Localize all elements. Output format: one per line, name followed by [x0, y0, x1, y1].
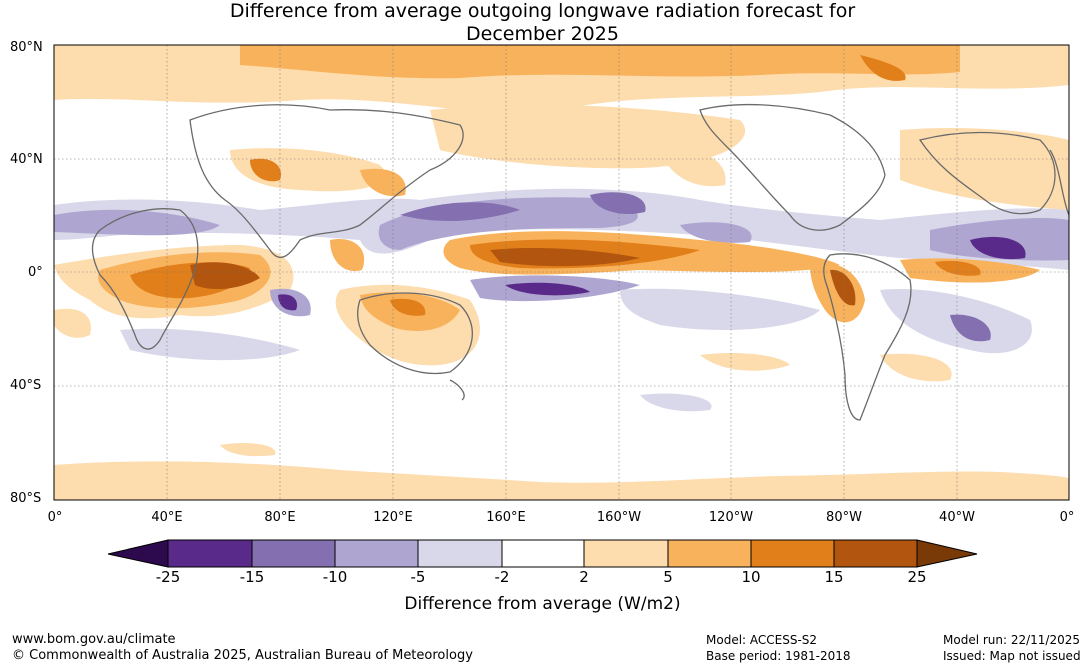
lon-label: 120°E	[373, 510, 413, 525]
lon-label: 120°W	[708, 510, 754, 525]
colorbar-bin	[751, 540, 834, 567]
anomaly-region-northern-suppression	[54, 188, 1069, 270]
colorbar-tick: 5	[663, 568, 673, 586]
lon-label: 40°E	[151, 510, 183, 525]
colorbar-extend-high	[916, 539, 978, 568]
colorbar-bin	[252, 540, 335, 567]
map-title-line2: December 2025	[466, 23, 619, 45]
colorbar-tick: 15	[824, 568, 844, 586]
colorbar-bin	[335, 540, 418, 567]
colorbar-bin	[418, 540, 502, 567]
footer-issued: Issued: Map not issued	[943, 649, 1081, 663]
footer-model-run: Model run: 22/11/2025	[943, 633, 1081, 647]
footer-base-period: Base period: 1981-2018	[706, 649, 851, 663]
footer-model: Model: ACCESS-S2	[706, 633, 818, 647]
colorbar-bin	[584, 540, 668, 567]
lon-label: 160°E	[486, 510, 526, 525]
anomaly-region-siberia	[240, 45, 960, 79]
colorbar-bin	[502, 540, 584, 567]
colorbar-tick: 2	[579, 568, 589, 586]
colorbar-extend-low	[107, 539, 169, 568]
colorbar-bin	[168, 540, 252, 567]
lon-label: 80°E	[264, 510, 296, 525]
lat-label-80s: 80°S	[10, 491, 42, 506]
map-title-line1: Difference from average outgoing longwav…	[229, 0, 856, 22]
map-title: Difference from average outgoing longwav…	[0, 0, 1085, 46]
colorbar-tick: -15	[239, 568, 265, 586]
colorbar-tick: 10	[741, 568, 761, 586]
lon-label: 0°	[1059, 510, 1075, 525]
colorbar	[107, 539, 978, 568]
lat-label-40s: 40°S	[10, 378, 42, 393]
map-frame	[53, 44, 1070, 501]
footer-copyright: © Commonwealth of Australia 2025, Austra…	[12, 648, 473, 663]
lat-label-equator: 0°	[28, 265, 43, 280]
colorbar-tick: -5	[410, 568, 426, 586]
lat-label-80n: 80°N	[10, 40, 43, 55]
graticule	[54, 45, 1069, 500]
lon-label: 40°W	[939, 510, 975, 525]
colorbar-tick: -10	[322, 568, 348, 586]
lon-label: 80°W	[826, 510, 862, 525]
colorbar-bin	[668, 540, 751, 567]
anomaly-region-antarctic	[54, 461, 1069, 500]
lon-label: 160°W	[596, 510, 642, 525]
colorbar-tick: 25	[907, 568, 927, 586]
colorbar-tick: -25	[155, 568, 181, 586]
colorbar-bin	[834, 540, 917, 567]
lon-label: 0°	[47, 510, 63, 525]
footer-website: www.bom.gov.au/climate	[12, 632, 176, 647]
colorbar-title: Difference from average (W/m2)	[404, 594, 681, 614]
coastlines	[91, 103, 1069, 421]
colorbar-tick: -2	[494, 568, 510, 586]
map-field	[54, 45, 1069, 500]
lat-label-40n: 40°N	[10, 152, 43, 167]
